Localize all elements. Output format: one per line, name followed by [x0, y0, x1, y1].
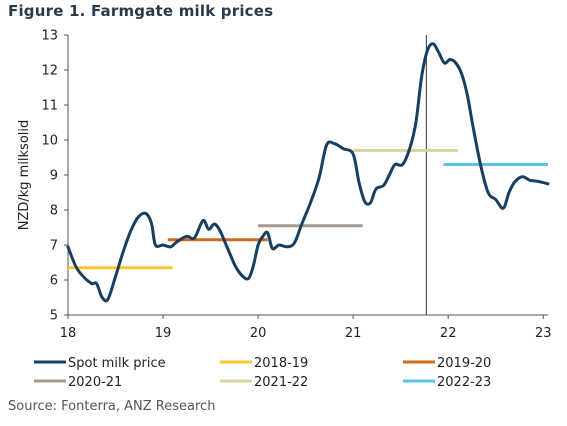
legend-label: 2021-22 [254, 375, 308, 390]
x-tick-label: 18 [60, 326, 77, 341]
legend-label: 2019-20 [437, 356, 491, 371]
y-tick-label: 8 [50, 204, 58, 219]
figure-title: Figure 1. Farmgate milk prices [8, 2, 274, 20]
y-tick-label: 5 [50, 309, 58, 324]
legend-label: 2018-19 [254, 356, 308, 371]
y-tick-label: 13 [41, 29, 58, 44]
y-tick-label: 11 [41, 99, 58, 114]
x-tick-label: 20 [250, 326, 267, 341]
x-tick-label: 19 [155, 326, 172, 341]
y-tick-label: 6 [50, 274, 58, 289]
x-tick-label: 23 [535, 326, 552, 341]
y-tick-label: 7 [50, 239, 58, 254]
legend-label: Spot milk price [68, 356, 166, 371]
y-tick-label: 10 [41, 134, 58, 149]
legend-label: 2022-23 [437, 375, 491, 390]
y-axis-title: NZD/kg milksolid [17, 120, 32, 231]
spot-price-line [66, 42, 550, 303]
x-tick-label: 21 [345, 326, 362, 341]
legend-label: 2020-21 [68, 375, 122, 390]
x-tick-label: 22 [440, 326, 457, 341]
source-note: Source: Fonterra, ANZ Research [8, 399, 216, 414]
y-tick-label: 12 [41, 64, 58, 79]
y-tick-label: 9 [50, 169, 58, 184]
